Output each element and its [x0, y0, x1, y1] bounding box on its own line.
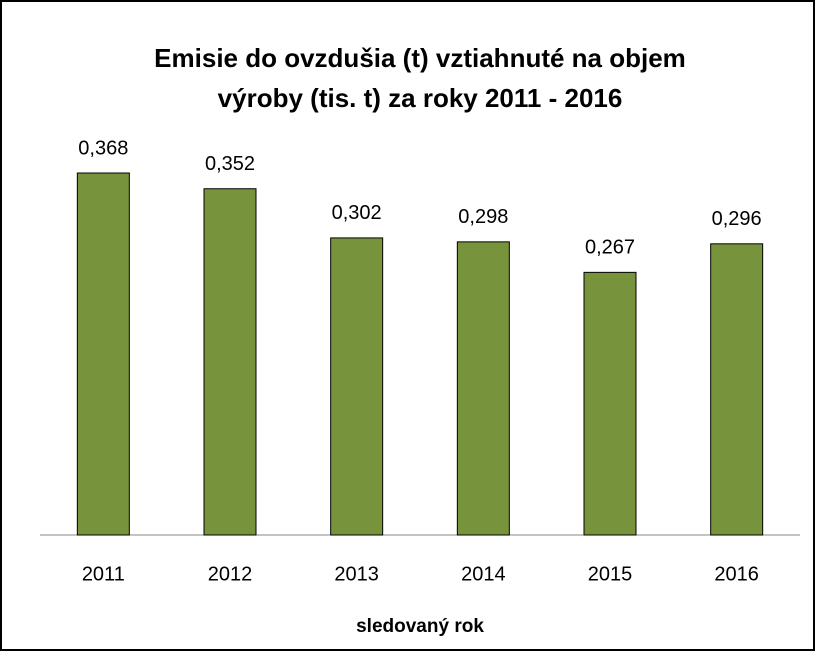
x-tick-label: 2013: [334, 563, 379, 585]
data-label: 0,302: [332, 202, 382, 224]
x-axis-label: sledovaný rok: [356, 616, 484, 637]
data-label: 0,296: [712, 208, 762, 230]
x-tick-label: 2014: [461, 563, 506, 585]
data-label: 0,267: [585, 237, 635, 259]
x-tick-label: 2011: [82, 563, 125, 585]
bar: [330, 237, 384, 536]
chart-title: Emisie do ovzdušia (t) vztiahnuté na obj…: [154, 43, 686, 73]
bar: [710, 243, 764, 536]
bar: [203, 188, 257, 536]
bar: [456, 241, 510, 536]
x-tick-label: 2016: [714, 563, 759, 585]
x-tick-label: 2015: [588, 563, 633, 585]
bar: [583, 271, 637, 536]
data-label: 0,352: [205, 153, 255, 175]
x-tick-label: 2012: [208, 563, 253, 585]
chart-title: výroby (tis. t) za roky 2011 - 2016: [218, 83, 623, 113]
bar: [76, 172, 130, 536]
data-label: 0,298: [458, 206, 508, 228]
data-label: 0,368: [78, 137, 128, 159]
